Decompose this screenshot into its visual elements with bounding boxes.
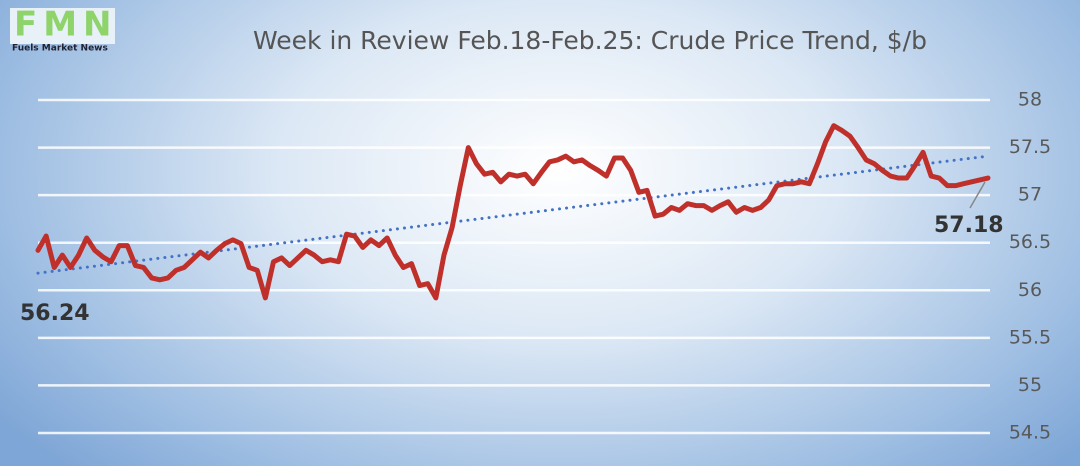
price-line xyxy=(35,123,991,301)
annotation: 57.18 xyxy=(934,213,1004,238)
logo-name: Fuels Market News xyxy=(12,44,108,54)
y-tick-label: 54.5 xyxy=(1009,422,1051,444)
logo-bg xyxy=(10,8,115,44)
logo-letters: FMN xyxy=(14,5,118,45)
annotation-pointer xyxy=(969,181,986,209)
y-tick-label: 57.5 xyxy=(1009,136,1051,158)
chart-title: Week in Review Feb.18-Feb.25: Crude Pric… xyxy=(253,26,927,55)
y-tick-label: 55.5 xyxy=(1009,326,1051,348)
y-tick-label: 56 xyxy=(1018,279,1042,301)
y-tick-label: 57 xyxy=(1018,184,1042,206)
logo: FMN Fuels Market News xyxy=(10,5,118,54)
y-tick-label: 58 xyxy=(1018,89,1042,111)
annotation: 56.24 xyxy=(20,301,90,326)
y-tick-label: 56.5 xyxy=(1009,231,1051,253)
y-tick-label: 55 xyxy=(1018,374,1042,396)
